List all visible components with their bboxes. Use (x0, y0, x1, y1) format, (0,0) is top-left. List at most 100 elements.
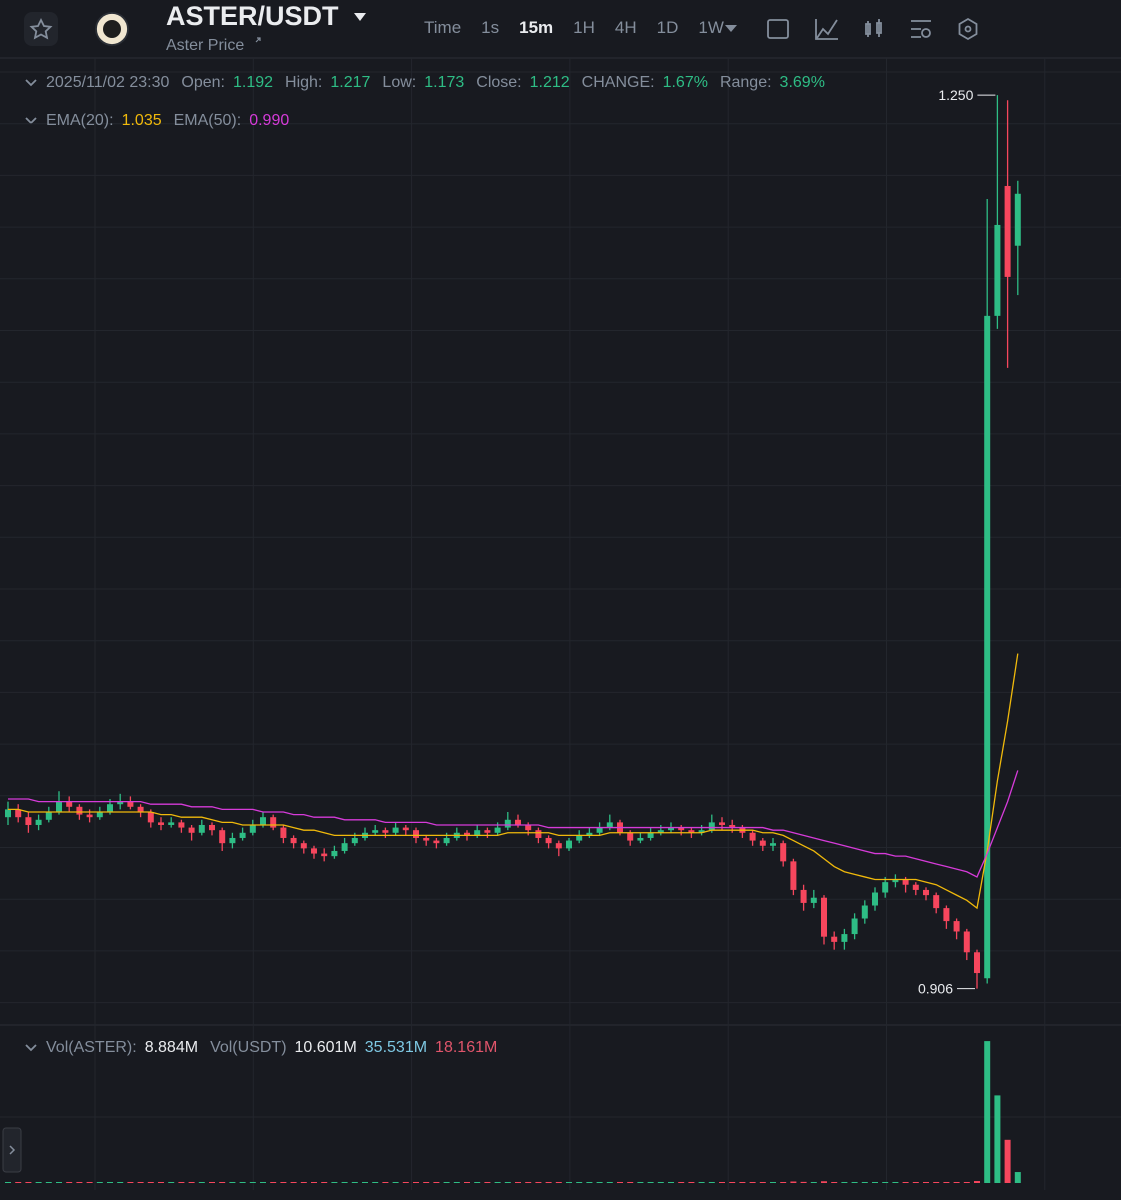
interval-button[interactable]: 1s (481, 18, 500, 37)
candle-body (5, 809, 11, 818)
candle-body (484, 830, 491, 833)
candle-body (984, 315, 991, 979)
expand-chevron (9, 1145, 16, 1155)
volume-bar (402, 1182, 409, 1183)
settings-icon[interactable] (911, 20, 931, 38)
volume-bar (464, 1182, 470, 1183)
volume-bar (739, 1182, 746, 1183)
legend-label: High: (285, 74, 323, 91)
favorite-button[interactable] (24, 12, 58, 46)
volume-bar (657, 1182, 664, 1183)
interval-bar: Time 1s 15m 1H 4H 1D 1W (424, 18, 724, 38)
candle-body (515, 819, 521, 825)
interval-dropdown[interactable] (725, 25, 737, 32)
volume-bar (719, 1182, 725, 1183)
volume-bar (372, 1182, 379, 1183)
candle-body (780, 843, 787, 862)
legend-value: 1.67% (662, 74, 708, 91)
layout-icon[interactable] (958, 17, 978, 41)
candle-body (229, 837, 236, 844)
volume-bar (362, 1182, 368, 1183)
candle-body (719, 822, 725, 825)
candle-body (270, 817, 277, 828)
volume-bar (382, 1182, 389, 1183)
ohlc-legend: 2025/11/02 23:30 Open: 1.192 High: 1.217 Low:… (46, 74, 825, 92)
candle-body (137, 806, 144, 812)
candle-body (678, 827, 685, 831)
candle-body (851, 918, 858, 935)
volume-bar (158, 1182, 164, 1183)
candle-body (974, 952, 980, 974)
volume-bar (127, 1182, 134, 1183)
candle-icon[interactable] (865, 19, 882, 37)
candle-body (923, 889, 929, 896)
volume-bar (5, 1182, 11, 1183)
candle-body (566, 840, 572, 849)
legend-value: 1.192 (232, 74, 274, 91)
candle-body (953, 921, 960, 932)
symbol[interactable]: ASTER/USDT (166, 1, 339, 31)
layout-icon-dot (964, 25, 972, 33)
volume-bar (770, 1182, 776, 1183)
subtitle[interactable]: Aster Price (166, 37, 245, 54)
ema-value: 0.990 (249, 112, 290, 129)
volume-bar (25, 1182, 32, 1183)
volume-bar (790, 1181, 797, 1183)
candle-body (443, 837, 450, 844)
volume-bar (933, 1182, 940, 1183)
legend-value: 1.217 (330, 74, 371, 91)
volume-bar (117, 1182, 124, 1183)
candle-body (606, 822, 613, 828)
interval-button[interactable]: Time (424, 18, 462, 37)
volume-bar (912, 1182, 919, 1183)
symbol-dropdown[interactable] (354, 13, 366, 21)
volume-bar (474, 1182, 481, 1183)
volume-bar (851, 1182, 858, 1183)
collapse-chevrons[interactable] (25, 79, 37, 1052)
volume-bar (433, 1182, 440, 1183)
volume-bar (872, 1182, 878, 1183)
volume-bar (351, 1182, 358, 1183)
candle-body (107, 804, 113, 812)
volume-bar (494, 1182, 501, 1183)
expand-button[interactable] (2, 1127, 22, 1173)
candle-body (392, 827, 399, 833)
candle-body (729, 824, 736, 828)
volume-value: 10.601M (294, 1039, 357, 1056)
interval-button[interactable]: 1W (698, 18, 724, 37)
volume-bar (984, 1041, 991, 1183)
volume-bar (943, 1182, 950, 1183)
volume-bar (923, 1182, 929, 1183)
volume-bar (209, 1182, 215, 1183)
candle-body (688, 830, 695, 833)
volume-bar (86, 1182, 93, 1183)
interval-button[interactable]: 1H (573, 18, 595, 37)
volume-bar (637, 1182, 644, 1183)
volume-bar (229, 1182, 236, 1183)
volume-bar (821, 1181, 827, 1183)
volume-bar (15, 1182, 22, 1183)
candle-body (647, 832, 654, 838)
volume-bar (668, 1182, 674, 1183)
interval-button[interactable]: 1D (656, 18, 679, 37)
candle-body (596, 827, 603, 833)
candle-body (300, 843, 307, 849)
volume-bar (423, 1182, 430, 1183)
interval-button[interactable]: 4H (614, 18, 637, 37)
candle-body (96, 811, 103, 818)
candle-body (770, 843, 776, 846)
volume-bar (586, 1182, 593, 1183)
volume-bar (300, 1182, 307, 1183)
external-link-icon[interactable] (255, 37, 261, 43)
calendar-icon[interactable] (767, 19, 789, 39)
candle-body (474, 830, 481, 836)
candle-body (239, 832, 246, 838)
volume-bar (963, 1182, 970, 1183)
extreme-label: 0.906 (918, 981, 953, 997)
indicator-icon[interactable] (815, 19, 838, 40)
candle-body (821, 897, 827, 937)
volume-bar (96, 1182, 103, 1183)
interval-button[interactable]: 15m (519, 18, 554, 37)
legend-value: 3.69% (779, 74, 825, 91)
candle-body (45, 811, 52, 820)
